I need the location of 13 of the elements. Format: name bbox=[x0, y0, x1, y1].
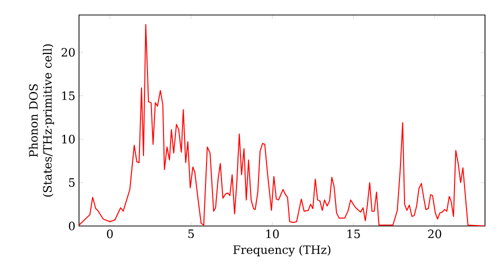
line-series bbox=[79, 24, 485, 226]
x-tick-label: 10 bbox=[266, 230, 279, 238]
x-axis-title: Frequency (THz) bbox=[233, 245, 330, 256]
x-tick-label: 0 bbox=[106, 230, 113, 238]
y-tick-label: 0 bbox=[68, 222, 75, 230]
x-tick-label: 5 bbox=[188, 230, 194, 238]
y-axis-title: Phonon DOS (States/THz·primitive cell) bbox=[28, 44, 54, 197]
y-tick-label: 15 bbox=[62, 91, 75, 100]
y-tick-label: 10 bbox=[62, 134, 75, 144]
y-tick-label: 5 bbox=[69, 178, 75, 187]
x-tick-label: 15 bbox=[348, 230, 360, 238]
y-tick-label: 20 bbox=[62, 48, 75, 57]
x-tick-label: 20 bbox=[428, 230, 442, 238]
